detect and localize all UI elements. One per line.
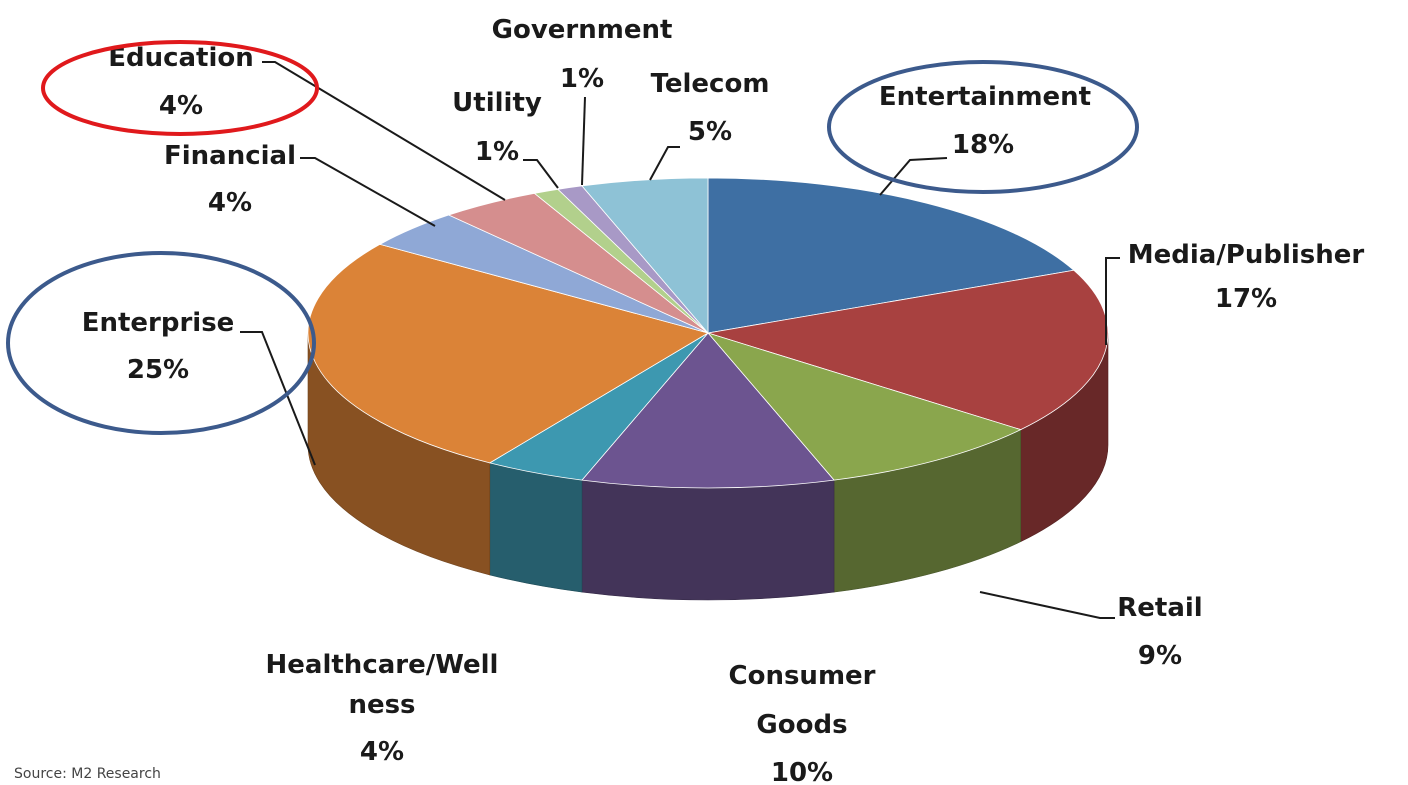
label-retail-name: Retail <box>1117 593 1202 623</box>
label-media-percent: 17% <box>1215 284 1277 314</box>
leader-telecom <box>649 146 680 181</box>
label-financial-name: Financial <box>164 141 296 171</box>
label-government-name: Government <box>492 15 673 45</box>
leader-enterprise <box>240 331 316 466</box>
slice-consumer-goods <box>581 332 835 489</box>
slice-entertainment <box>707 177 1075 334</box>
label-media-name: Media/Publisher <box>1128 240 1365 270</box>
label-healthcare-percent: 4% <box>360 737 404 767</box>
label-enterprise-name: Enterprise <box>82 308 235 338</box>
label-healthcare-name-line2: ness <box>348 690 415 720</box>
highlight-ellipses <box>6 40 1139 435</box>
leader-retail <box>979 591 1115 619</box>
highlight-enterprise <box>6 251 316 435</box>
label-government-percent: 1% <box>560 64 604 94</box>
pie-top-faces <box>307 177 1109 489</box>
label-consumer-name-line1: Consumer <box>729 661 876 691</box>
leader-entertainment <box>879 157 948 196</box>
label-utility-name: Utility <box>452 88 542 118</box>
label-entertainment-name: Entertainment <box>879 82 1091 112</box>
slice-telecom <box>581 177 709 335</box>
label-enterprise-percent: 25% <box>127 355 189 385</box>
leader-government <box>581 96 586 186</box>
label-education-name: Education <box>108 43 254 73</box>
leader-lines <box>240 61 1120 619</box>
label-retail-percent: 9% <box>1138 641 1182 671</box>
highlight-entertainment <box>827 60 1139 194</box>
label-education-percent: 4% <box>159 91 203 121</box>
label-telecom-name: Telecom <box>651 69 770 99</box>
label-utility-percent: 1% <box>475 137 519 167</box>
slice-retail <box>706 332 1022 481</box>
side-healthcare-wellness <box>489 462 583 593</box>
slice-labels: Entertainment 18% Media/Publisher 17% Re… <box>82 15 1365 785</box>
label-telecom-percent: 5% <box>688 117 732 147</box>
side-consumer-goods <box>581 479 835 601</box>
source-note: Source: M2 Research <box>14 766 161 782</box>
label-consumer-name-line2: Goods <box>756 710 847 740</box>
leader-media-publisher <box>1105 257 1120 345</box>
highlight-education <box>41 40 319 136</box>
leader-education <box>262 61 506 201</box>
label-financial-percent: 4% <box>208 188 252 218</box>
leader-utility <box>523 159 559 189</box>
slice-media-publisher <box>707 269 1109 431</box>
label-healthcare-name-line1: Healthcare/Well <box>266 650 499 680</box>
label-entertainment-percent: 18% <box>952 130 1014 160</box>
leader-financial <box>300 157 436 227</box>
pie-side-walls <box>307 332 1109 601</box>
label-consumer-percent: 10% <box>771 758 833 785</box>
slice-enterprise <box>307 243 710 464</box>
